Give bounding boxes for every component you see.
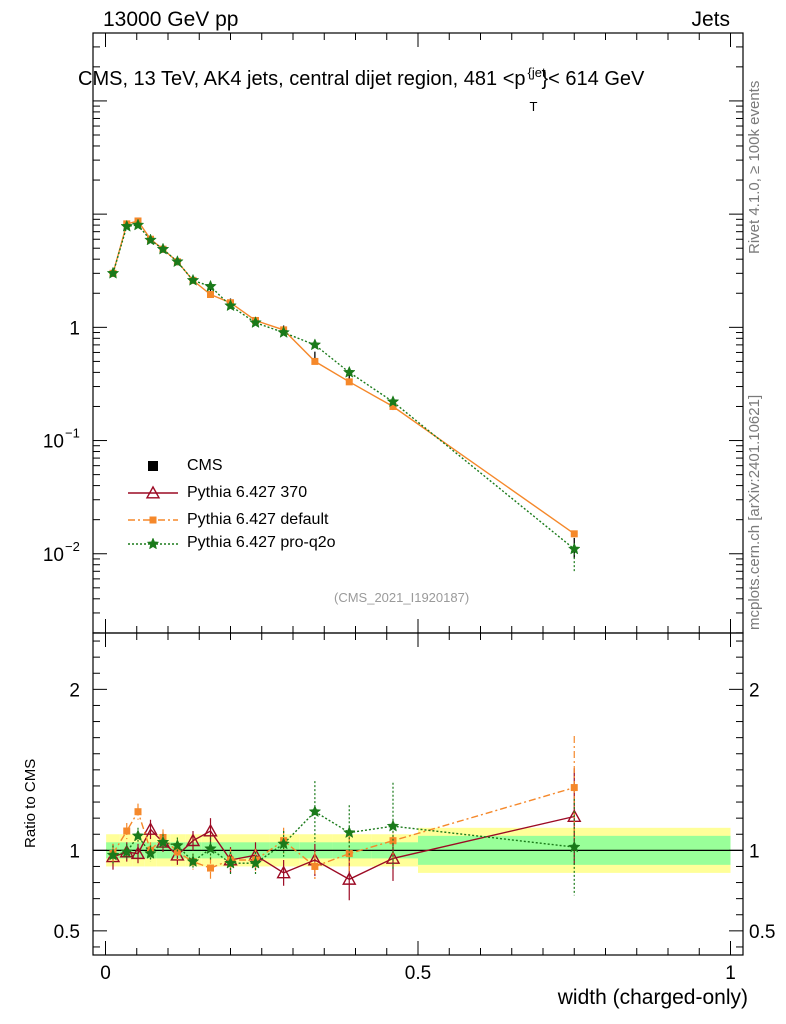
y-tick-exponent: −2: [65, 539, 80, 554]
plot-title: CMS, 13 TeV, AK4 jets, central dijet reg…: [78, 65, 645, 114]
ratio-point-370: [342, 871, 357, 885]
point-proq2o: [144, 233, 157, 246]
ratio-point-proq2o: [186, 854, 200, 868]
x-tick-label: 0.5: [405, 963, 431, 984]
legend-markers: [128, 461, 178, 550]
point-proq2o: [342, 365, 356, 378]
ratio-y-tick-label-right: 0.5: [749, 922, 775, 943]
y-tick-exponent: −1: [65, 426, 80, 441]
ratio-point-default: [207, 864, 214, 872]
legend-label-cms: CMS: [187, 457, 223, 474]
main-plot-layer: [106, 217, 581, 572]
legend-label-proq2o: Pythia 6.427 pro-q2o: [187, 534, 336, 551]
ratio-point-proq2o: [277, 837, 290, 850]
point-default: [389, 402, 397, 410]
ratio-point-370: [276, 865, 291, 879]
title-subscript: T: [529, 99, 538, 114]
point-proq2o: [186, 273, 200, 286]
ratio-point-proq2o: [131, 829, 145, 842]
legend-marker-cms: [148, 461, 158, 471]
ratio-line-proq2o: [112, 810, 575, 864]
point-default: [207, 291, 214, 299]
ratio-y-tick-label-right: 2: [749, 680, 760, 701]
x-tick-label: 1: [725, 963, 736, 984]
ratio-point-proq2o: [120, 845, 134, 858]
point-proq2o: [386, 395, 400, 408]
point-proq2o: [120, 219, 134, 232]
point-proq2o: [308, 338, 322, 351]
point-proq2o: [567, 542, 581, 555]
ratio-point-370: [203, 823, 218, 837]
ratio-point-proq2o: [567, 840, 581, 853]
analysis-name: (CMS_2021_I1920187): [334, 590, 470, 605]
ratio-point-default: [134, 808, 142, 816]
energy-label: 13000 GeV pp: [103, 8, 239, 31]
ratio-frame: [92, 632, 744, 956]
point-proq2o: [131, 218, 145, 231]
ratio-y-tick-label-left: 1: [69, 841, 80, 862]
ratio-point-370: [143, 821, 158, 835]
process-label: Jets: [691, 8, 730, 31]
x-tick-label: 0: [100, 963, 111, 984]
ratio-point-proq2o: [106, 848, 120, 861]
legend-label-default: Pythia 6.427 default: [187, 511, 329, 528]
main-frame: [92, 32, 744, 634]
point-proq2o: [277, 325, 290, 338]
point-proq2o: [156, 242, 170, 255]
point-default: [311, 357, 319, 365]
series-line-default: [112, 220, 575, 535]
ratio-point-proq2o: [204, 842, 217, 855]
point-default: [570, 530, 578, 538]
ratio-point-proq2o: [386, 819, 400, 832]
legend-marker-proq2o: [146, 537, 160, 550]
ratio-plot-layer: [93, 736, 743, 901]
ratio-point-proq2o: [249, 856, 262, 869]
point-proq2o: [106, 266, 120, 279]
legend-marker-370: [145, 485, 161, 499]
ratio-line-default: [112, 786, 575, 869]
series-line-proq2o: [112, 224, 575, 550]
point-proq2o: [204, 279, 217, 292]
x-axis-label: width (charged-only): [557, 986, 748, 1009]
title-superscript: {jet: [527, 65, 546, 80]
point-default: [345, 378, 353, 386]
legend-marker-default: [149, 516, 157, 524]
title-end: }< 614 GeV: [541, 68, 645, 90]
y-tick-label: 10: [43, 432, 64, 453]
ratio-point-proq2o: [144, 846, 157, 859]
point-proq2o: [249, 316, 262, 329]
ratio-point-default: [311, 862, 319, 870]
point-proq2o: [171, 255, 184, 268]
ratio-point-default: [173, 848, 181, 856]
ratio-point-default: [570, 784, 578, 792]
ratio-point-proq2o: [156, 835, 170, 848]
ratio-point-370: [185, 833, 201, 847]
ratio-y-tick-label-left: 2: [69, 680, 80, 701]
ratio-point-proq2o: [171, 838, 184, 851]
ratio-point-default: [123, 827, 131, 835]
ratio-point-proq2o: [342, 825, 356, 839]
y-tick-label: 10: [43, 545, 64, 566]
ratio-y-tick-label-left: 0.5: [54, 922, 80, 943]
ratio-y-tick-label-right: 1: [749, 841, 760, 862]
ratio-point-proq2o: [308, 805, 322, 818]
ratio-point-proq2o: [224, 856, 237, 869]
point-proq2o: [224, 299, 237, 312]
ratio-point-370: [130, 846, 146, 860]
title-main: CMS, 13 TeV, AK4 jets, central dijet reg…: [78, 68, 526, 90]
y-tick-label: 1: [69, 318, 80, 339]
legend-label-370: Pythia 6.427 370: [187, 484, 308, 501]
